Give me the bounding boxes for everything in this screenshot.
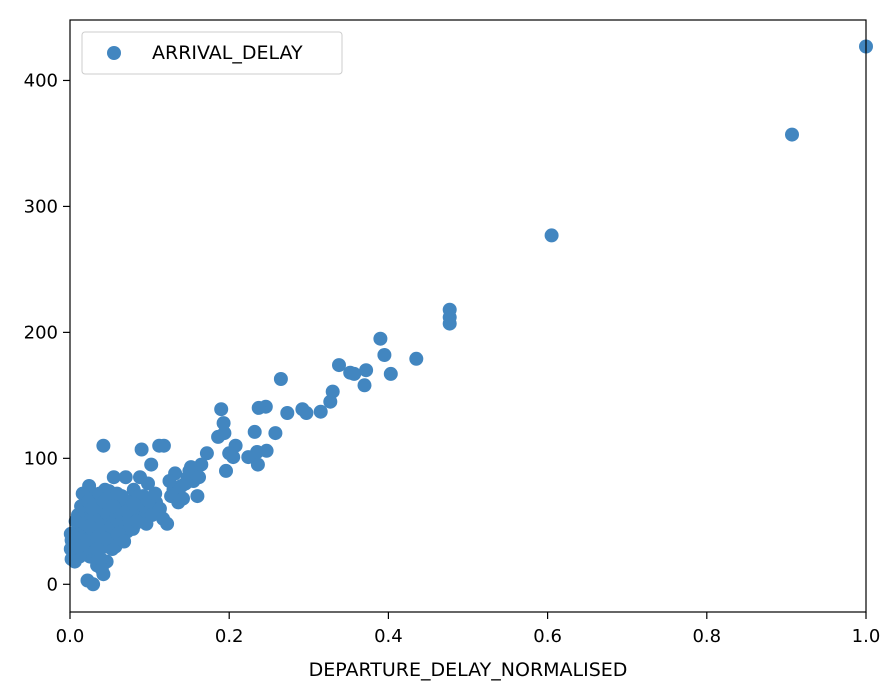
scatter-point (80, 573, 95, 588)
scatter-point (199, 446, 214, 461)
scatter-point (126, 496, 141, 511)
scatter-point (373, 331, 388, 346)
scatter-point (110, 486, 124, 501)
scatter-point (409, 351, 424, 366)
scatter-point (96, 438, 111, 453)
scatter-point (357, 378, 372, 393)
scatter-point (332, 358, 346, 373)
scatter-point (250, 457, 265, 472)
scatter-point (176, 491, 190, 506)
scatter-point (377, 348, 392, 362)
scatter-point (343, 365, 358, 380)
scatter-point (280, 406, 295, 420)
scatter-point (323, 394, 338, 409)
x-tick-label: 1.0 (852, 626, 881, 647)
x-tick-label: 0.8 (692, 626, 721, 647)
x-axis: 0.0 0.2 0.4 0.6 0.8 1.0 (56, 612, 881, 647)
y-tick-label: 0 (47, 574, 58, 595)
plot-frame (69, 19, 867, 613)
scatter-point (785, 127, 799, 142)
legend-label: ARRIVAL_DELAY (152, 42, 303, 64)
y-tick-label: 400 (24, 70, 58, 91)
scatter-points (63, 39, 873, 592)
x-tick-label: 0.0 (56, 626, 85, 647)
scatter-point (241, 450, 256, 465)
scatter-point (98, 531, 112, 546)
scatter-point (64, 552, 79, 567)
scatter-point (152, 438, 167, 453)
scatter-point (216, 416, 231, 431)
scatter-point (94, 562, 109, 577)
scatter-point (106, 470, 121, 485)
scatter-point (85, 501, 100, 516)
scatter-point (359, 363, 374, 378)
y-axis: 0 100 200 300 400 (24, 70, 70, 595)
scatter-point (117, 534, 132, 549)
scatter-point (118, 470, 133, 485)
scatter-point (133, 470, 147, 485)
scatter-point (211, 429, 226, 444)
scatter-point (82, 519, 97, 534)
scatter-point (222, 446, 237, 461)
legend: ARRIVAL_DELAY (81, 31, 343, 75)
scatter-point (162, 474, 177, 488)
y-tick-label: 100 (24, 448, 58, 469)
y-tick-label: 300 (24, 196, 58, 217)
scatter-point (383, 366, 398, 381)
x-axis-label: DEPARTURE_DELAY_NORMALISED (309, 659, 628, 681)
scatter-point (251, 400, 266, 415)
x-tick-label: 0.6 (533, 626, 562, 647)
scatter-point (148, 486, 163, 501)
scatter-point (273, 372, 288, 386)
scatter-point (247, 424, 262, 439)
scatter-point (295, 402, 310, 417)
scatter-point (90, 542, 105, 556)
scatter-point (71, 539, 86, 554)
scatter-point (192, 470, 206, 485)
y-tick-label: 200 (24, 322, 58, 343)
scatter-point (214, 402, 229, 417)
scatter-point (442, 316, 457, 331)
scatter-point (268, 426, 283, 441)
scatter-point (144, 457, 159, 472)
x-tick-label: 0.2 (215, 626, 244, 647)
scatter-point (129, 514, 144, 529)
legend-frame (81, 31, 343, 75)
legend-marker (107, 46, 121, 60)
scatter-point (190, 489, 205, 504)
scatter-point (313, 404, 328, 419)
scatter-point (219, 463, 233, 478)
scatter-point (544, 228, 559, 243)
scatter-point (134, 442, 149, 457)
x-tick-label: 0.4 (374, 626, 403, 647)
scatter-point (156, 511, 171, 526)
scatter-point (106, 499, 120, 514)
